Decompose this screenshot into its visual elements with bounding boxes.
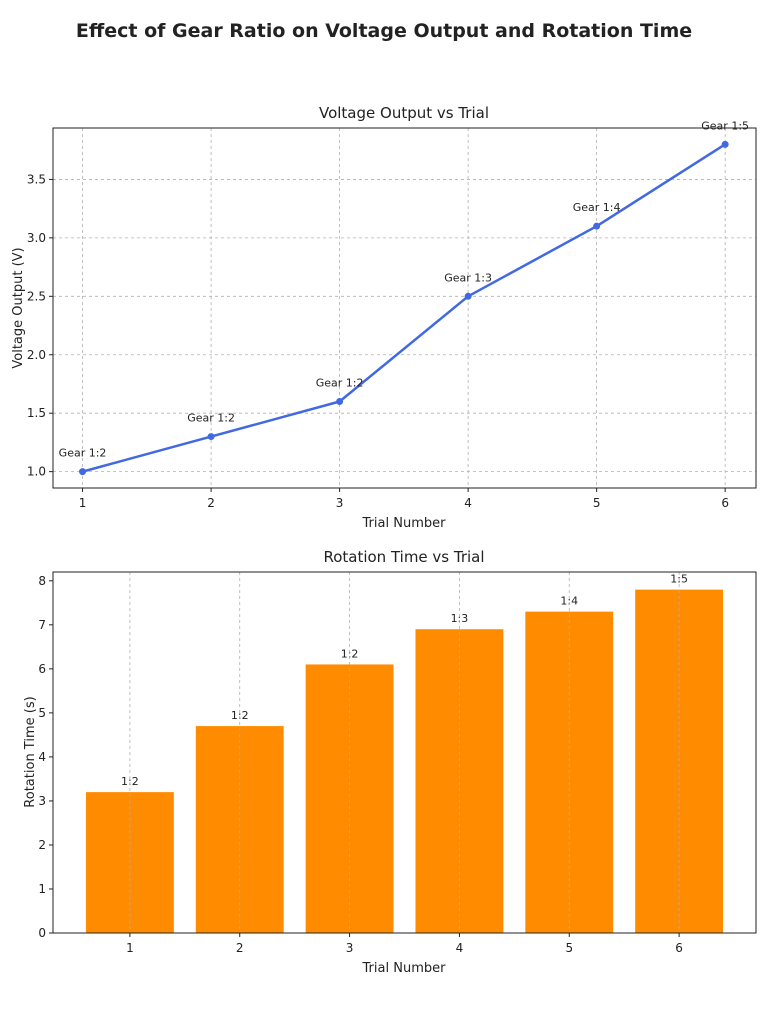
chart2-bar [635,589,724,933]
chart1-x-tick-label: 3 [336,496,344,510]
chart1-data-point [207,433,215,441]
chart2-x-tick-label: 3 [346,941,354,955]
chart1-y-tick-label: 2.0 [27,348,46,362]
chart2-y-tick-label: 0 [38,926,46,940]
chart2-title: Rotation Time vs Trial [323,548,484,566]
chart1-y-tick-label: 3.0 [27,231,46,245]
chart1-data-point [79,468,87,476]
chart2-y-tick-label: 4 [38,750,46,764]
chart1-ylabel: Voltage Output (V) [11,247,26,368]
chart1-y-tick-label: 3.5 [27,172,46,186]
chart1-marks: Gear 1:2 Gear 1:2 Gear 1:2 Gear 1:3 Gear 1:4… [59,119,749,476]
chart2-x-tick-label: 1 [126,941,134,955]
chart2-y-tick-label: 8 [38,574,46,588]
chart2-y-tick-label: 3 [38,794,46,808]
chart2-bar-label: 1:2 [121,775,139,788]
chart1-data-point [336,398,344,406]
chart2-bar [195,726,284,933]
chart1-title: Voltage Output vs Trial [319,104,489,122]
chart2-bar-label: 1:3 [451,612,469,625]
chart1-y-tick-label: 1.5 [27,406,46,420]
chart1-grid [53,128,756,488]
chart2-y-tick-label: 1 [38,882,46,896]
chart1-axes-frame [52,127,757,489]
chart1-point-label: Gear 1:2 [316,377,364,390]
chart2-x-tick-label: 2 [236,941,244,955]
chart1-data-point [464,292,472,300]
chart1-xlabel: Trial Number [362,516,447,531]
chart1-x-tick-label: 5 [593,496,601,510]
chart1-x-tick-label: 1 [79,496,87,510]
chart2-y-tick-label: 7 [38,618,46,632]
chart2-xlabel: Trial Number [362,961,447,976]
chart1-x-tick-label: 6 [721,496,729,510]
chart1-y-tick-label: 1.0 [27,465,46,479]
chart1-point-label: Gear 1:2 [59,447,107,460]
chart2-axes-frame [52,571,757,934]
chart2-bar-label: 1:2 [341,647,359,660]
chart1-data-point [721,140,729,148]
chart2-x-tick-label: 5 [565,941,573,955]
chart2-y-tick-label: 6 [38,662,46,676]
chart1-point-label: Gear 1:4 [573,201,621,214]
chart1-data-point [593,222,601,230]
chart2-bar [415,629,504,933]
chart2-x-tick-label: 6 [675,941,683,955]
chart1-y-tick-label: 2.5 [27,289,46,303]
chart1-point-label: Gear 1:5 [701,119,749,132]
chart1-x-tick-label: 2 [207,496,215,510]
chart2-bar [305,664,394,933]
chart2-bar-label: 1:2 [231,709,249,722]
chart2-x-tick-label: 4 [456,941,464,955]
chart2-y-tick-label: 5 [38,706,46,720]
voltage-line-chart: Voltage Output vs Trial Trial Number Vol… [11,104,757,531]
figure-title: Effect of Gear Ratio on Voltage Output a… [76,20,692,42]
chart2-ylabel: Rotation Time (s) [23,696,38,807]
chart2-marks: 1:21:21:21:31:41:5 [85,573,724,933]
chart1-point-label: Gear 1:2 [187,412,235,425]
chart1-point-label: Gear 1:3 [444,271,492,284]
chart2-grid [129,572,680,933]
chart1-x-tick-label: 4 [464,496,472,510]
rotation-bar-chart: Rotation Time vs Trial Trial Number Rota… [23,548,757,976]
chart2-ticks: 0 1 2 3 4 5 6 7 8 1 2 3 4 5 6 [38,574,683,955]
chart2-bar-label: 1:4 [560,595,578,608]
chart2-y-tick-label: 2 [38,838,46,852]
chart1-ticks: 1 2 3 4 5 6 1.0 1.5 2.0 2.5 3.0 3.5 [27,172,729,510]
chart1-series-line [82,143,726,473]
